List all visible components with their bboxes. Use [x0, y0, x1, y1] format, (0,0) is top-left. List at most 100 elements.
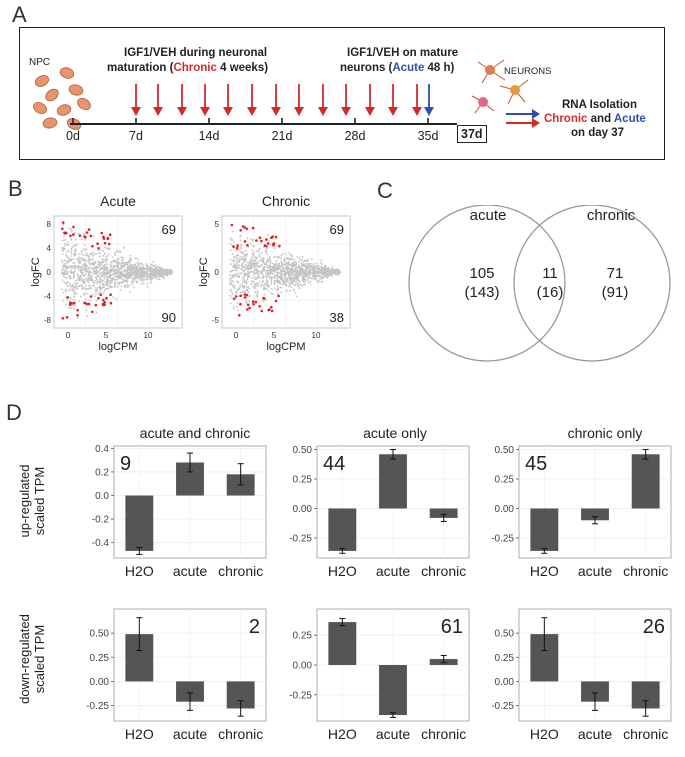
- ma-point: [166, 275, 169, 277]
- ma-point: [278, 267, 281, 269]
- ma-point: [88, 281, 90, 284]
- ma-point: [267, 273, 270, 276]
- ma-point: [116, 285, 119, 288]
- ma-point: [91, 280, 93, 282]
- ma-point: [285, 283, 287, 286]
- ma-point: [324, 275, 327, 278]
- ma-point: [123, 273, 126, 276]
- ma-point: [236, 290, 238, 292]
- ma-de-point: [262, 297, 266, 300]
- ma-point: [109, 262, 112, 264]
- ma-point: [78, 266, 81, 269]
- ma-point: [277, 286, 280, 289]
- ma-de-point: [66, 296, 69, 299]
- ma-point: [152, 272, 155, 275]
- ma-point: [145, 263, 148, 266]
- ma-point: [245, 281, 248, 284]
- ma-point: [268, 257, 271, 260]
- ma-point: [66, 241, 69, 244]
- ma-point: [230, 269, 233, 272]
- ma-point: [113, 285, 116, 288]
- ma-point: [90, 272, 93, 275]
- ma-point: [76, 267, 79, 270]
- ma-point: [290, 254, 293, 257]
- ma-point: [132, 268, 134, 271]
- ma-point: [273, 267, 275, 270]
- ma-point: [253, 245, 256, 248]
- ma-point: [113, 281, 116, 284]
- ma-point: [111, 256, 114, 259]
- ma-point: [147, 265, 149, 267]
- ma-point: [104, 264, 106, 266]
- ma-point: [293, 263, 296, 266]
- ma-point: [95, 311, 98, 314]
- ma-point: [305, 274, 308, 277]
- ma-point: [248, 272, 250, 275]
- ma-point: [63, 281, 65, 283]
- ytick-label: 0.25: [90, 653, 110, 664]
- ma-point: [93, 252, 96, 255]
- ma-point: [88, 267, 91, 270]
- ma-point: [298, 256, 301, 259]
- ma-point: [263, 265, 265, 268]
- ma-point: [232, 276, 234, 279]
- ma-point: [298, 280, 300, 282]
- ma-point: [302, 283, 305, 286]
- ma-point: [94, 260, 97, 262]
- gene-count: 45: [525, 453, 547, 475]
- ma-point: [264, 274, 267, 276]
- ma-point: [282, 266, 284, 268]
- ma-point: [229, 302, 232, 305]
- bar: [328, 622, 357, 665]
- ma-point: [256, 262, 259, 265]
- ma-point: [82, 233, 85, 235]
- ma-point: [85, 267, 88, 270]
- ma-point: [251, 249, 254, 252]
- ma-point: [254, 287, 257, 289]
- ma-point: [233, 263, 236, 265]
- ytick-label: 0.25: [293, 475, 313, 486]
- acute-treatment-arrow-icon: [424, 84, 434, 116]
- ma-point: [238, 275, 240, 278]
- ma-point: [254, 291, 257, 294]
- ma-point: [304, 278, 307, 281]
- ma-de-point: [278, 244, 281, 248]
- ma-point: [116, 278, 118, 281]
- ma-point: [104, 252, 106, 254]
- ma-point: [298, 270, 300, 273]
- ma-point: [306, 279, 309, 282]
- ma-point: [286, 256, 288, 259]
- ma-point: [327, 272, 329, 275]
- ma-point: [229, 242, 232, 245]
- ma-point: [86, 270, 89, 273]
- ma-point: [282, 269, 284, 272]
- ma-point: [256, 276, 259, 279]
- ma-point: [108, 285, 111, 287]
- ma-point: [302, 279, 305, 281]
- ma-de-point: [241, 225, 245, 228]
- ma-point: [295, 278, 298, 281]
- ma-point: [272, 262, 274, 265]
- ma-point: [280, 257, 282, 260]
- ma-point: [243, 258, 245, 260]
- ma-point: [69, 258, 72, 260]
- ma-de-point: [99, 293, 102, 297]
- ma-point: [248, 287, 250, 290]
- ma-point: [154, 273, 157, 276]
- ma-point: [70, 252, 73, 255]
- red-arrowhead: [200, 107, 210, 116]
- ma-point: [245, 279, 248, 282]
- ma-point: [120, 285, 123, 288]
- ma-point: [120, 265, 122, 268]
- ma-point: [153, 268, 156, 271]
- category-label: H2O: [328, 563, 357, 579]
- ma-point: [122, 246, 125, 249]
- ma-de-point: [65, 231, 68, 235]
- ma-de-point: [233, 297, 236, 301]
- ma-point: [299, 272, 302, 275]
- ma-point: [161, 268, 164, 271]
- ytick-label: 0.00: [293, 504, 313, 515]
- ma-point: [259, 280, 261, 283]
- ma-point: [329, 271, 331, 273]
- ma-point: [286, 277, 289, 279]
